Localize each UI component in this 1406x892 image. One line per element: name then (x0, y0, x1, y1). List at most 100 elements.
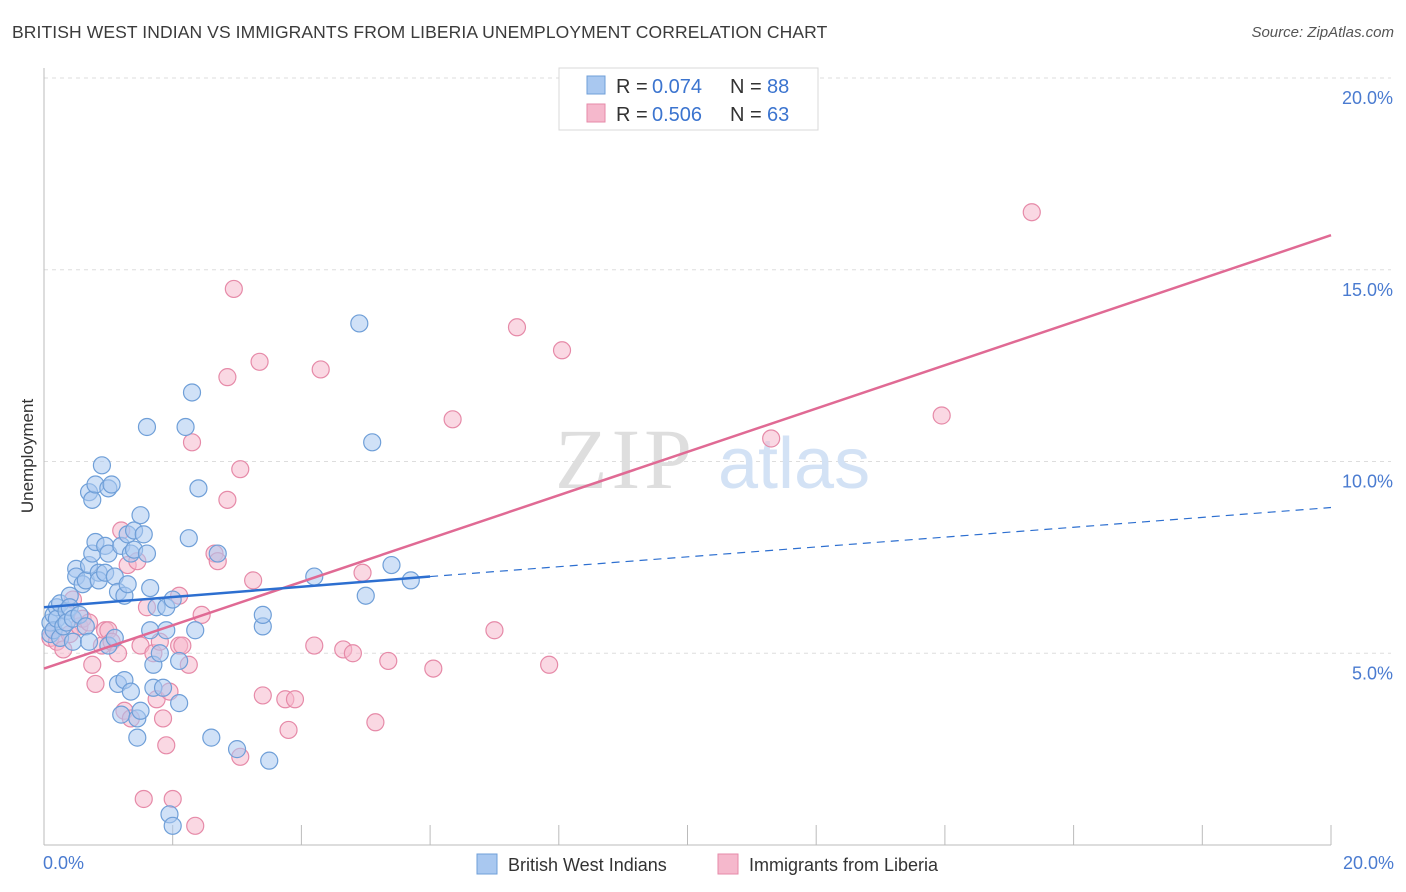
liberia-point-9 (83, 655, 102, 674)
bwi-point-76 (189, 479, 208, 498)
legend: R = 0.074 N = 88 R = 0.506 N = 63 (558, 67, 819, 131)
bwi-point-48 (121, 682, 140, 701)
trendlines (43, 234, 1332, 670)
x-ticks (43, 825, 1332, 845)
gridlines (44, 77, 1391, 654)
watermark-zip: ZIP (555, 411, 696, 507)
bwi-point-57 (137, 544, 157, 563)
bwi-point-20 (76, 617, 95, 636)
legend-swatch-liberia (586, 103, 606, 123)
liberia-point-55 (353, 563, 372, 582)
legend-n-value-liberia: 63 (767, 104, 789, 126)
legend-n-label-liberia: N = (730, 104, 762, 126)
bottom-legend-swatch-liberia (717, 853, 739, 875)
x-tick-label-min: 0.0% (43, 853, 84, 873)
bwi-point-77 (202, 728, 221, 747)
liberia-point-51 (305, 636, 324, 655)
bwi-point-73 (179, 529, 198, 548)
bwi-point-78 (208, 544, 227, 563)
bwi-point-69 (163, 816, 182, 835)
bwi-point-71 (170, 651, 189, 671)
liberia-point-10 (86, 674, 105, 694)
legend-n-label-bwi: N = (730, 76, 762, 98)
bwi-point-81 (253, 605, 272, 625)
legend-n-value-bwi: 88 (767, 76, 789, 98)
liberia-point-41 (218, 490, 237, 509)
bwi-point-85 (356, 586, 375, 605)
bwi-point-88 (401, 571, 420, 590)
bwi-point-56 (137, 417, 157, 437)
bwi-point-64 (153, 678, 173, 697)
bottom-legend-label-bwi: British West Indians (508, 855, 667, 875)
y-tick-label-3: 20.0% (1342, 88, 1393, 108)
liberia-point-58 (424, 659, 443, 678)
liberia-point-65 (932, 406, 951, 425)
liberia-point-61 (507, 318, 527, 337)
y-tick-labels: 5.0% 10.0% 15.0% 20.0% (1342, 88, 1393, 683)
liberia-point-54 (343, 644, 362, 663)
trendline-liberia (43, 234, 1332, 670)
bwi-point-82 (260, 751, 279, 770)
liberia-point-22 (134, 789, 153, 809)
bwi-point-79 (227, 740, 247, 759)
liberia-point-28 (157, 736, 176, 755)
bwi-point-53 (131, 506, 150, 525)
bwi-point-52 (128, 728, 147, 747)
bwi-point-55 (134, 525, 153, 544)
liberia-point-49 (279, 720, 298, 740)
liberia-point-66 (1022, 203, 1041, 222)
bwi-point-74 (182, 383, 202, 402)
bwi-point-68 (163, 590, 182, 609)
liberia-point-59 (443, 410, 462, 429)
x-tick-label-max: 20.0% (1343, 853, 1394, 873)
legend-r-label-bwi: R = (616, 76, 648, 98)
legend-r-value-bwi: 0.074 (652, 76, 702, 98)
y-axis-title: Unemployment (18, 399, 37, 514)
bwi-point-84 (350, 314, 369, 333)
liberia-point-33 (173, 636, 192, 655)
legend-r-value-liberia: 0.506 (652, 104, 702, 126)
bottom-legend-swatch-bwi (476, 853, 498, 875)
legend-swatch-bwi (586, 75, 606, 95)
chart-title: BRITISH WEST INDIAN VS IMMIGRANTS FROM L… (12, 22, 828, 42)
liberia-point-60 (485, 621, 504, 640)
liberia-point-50 (285, 690, 305, 709)
liberia-point-35 (182, 433, 202, 452)
bwi-point-14 (63, 632, 83, 651)
bwi-point-59 (141, 578, 160, 598)
bwi-point-42 (112, 705, 131, 724)
chart-source: Source: ZipAtlas.com (1251, 24, 1394, 41)
bwi-point-70 (170, 694, 189, 713)
bottom-legend-label-liberia: Immigrants from Liberia (749, 855, 939, 875)
liberia-point-42 (224, 279, 243, 299)
series-bwi-points (41, 314, 420, 835)
liberia-point-36 (186, 816, 205, 835)
bwi-point-75 (186, 621, 205, 640)
legend-r-label-liberia: R = (616, 104, 648, 126)
bwi-point-36 (102, 475, 121, 494)
y-tick-label-1: 10.0% (1342, 472, 1393, 492)
y-tick-label-0: 5.0% (1352, 663, 1393, 683)
liberia-point-52 (311, 360, 330, 379)
liberia-point-62 (540, 655, 559, 674)
bwi-point-45 (118, 575, 137, 594)
liberia-point-46 (250, 352, 269, 371)
liberia-point-40 (218, 368, 237, 387)
liberia-point-56 (366, 713, 385, 732)
bwi-point-30 (92, 456, 112, 475)
y-tick-label-2: 15.0% (1342, 280, 1393, 300)
bottom-legend: British West Indians Immigrants from Lib… (476, 853, 939, 875)
bwi-point-72 (176, 417, 195, 437)
bwi-point-87 (382, 555, 401, 575)
liberia-point-45 (244, 571, 263, 590)
watermark-atlas: atlas (718, 424, 870, 504)
liberia-point-30 (163, 789, 182, 809)
trendline-bwi-extension (430, 506, 1332, 578)
liberia-point-64 (762, 429, 781, 448)
liberia-point-47 (253, 686, 272, 705)
trendline-bwi (43, 575, 431, 609)
bwi-point-63 (150, 644, 169, 663)
bwi-point-86 (363, 433, 382, 452)
bwi-point-25 (83, 490, 102, 509)
